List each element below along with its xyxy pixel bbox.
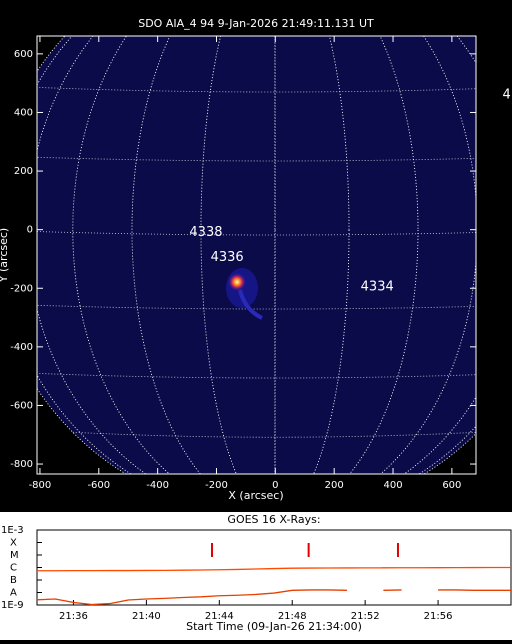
y-tick-label: -600: [10, 400, 33, 411]
y-axis-label: Y (arcsec): [0, 228, 10, 283]
y-tick-label: 400: [14, 107, 33, 118]
x-tick-label: 600: [442, 480, 461, 491]
x-tick-label: 200: [325, 480, 344, 491]
y-tick-label: 200: [14, 166, 33, 177]
y-tick-label: X: [10, 538, 17, 549]
y-tick-label: A: [10, 588, 17, 599]
y-tick-label: C: [10, 563, 17, 574]
y-tick-label: 1E-3: [1, 525, 24, 536]
y-tick-label: M: [10, 550, 19, 561]
x-tick-label: 21:40: [132, 611, 161, 622]
x-tick-label: 21:36: [59, 611, 88, 622]
y-tick-label: -200: [10, 283, 33, 294]
region-label: 4336: [211, 250, 244, 265]
region-label: 4338: [189, 225, 222, 240]
x-tick-label: 21:52: [351, 611, 380, 622]
x-tick-label: -400: [146, 480, 169, 491]
x-tick-label: 0: [272, 480, 278, 491]
y-tick-label: 0: [27, 225, 33, 236]
y-tick-label: 1E-9: [1, 600, 24, 611]
y-tick-label: 600: [14, 49, 33, 60]
region-label: 4334: [361, 279, 394, 294]
region-label: 4: [502, 87, 510, 102]
flare-kernel: [228, 273, 246, 291]
x-tick-label: -200: [205, 480, 228, 491]
x-tick-label: 21:56: [424, 611, 453, 622]
chart-title: SDO AIA_4 94 9-Jan-2026 21:49:11.131 UT: [138, 17, 374, 30]
x-tick-label: 21:44: [205, 611, 234, 622]
x-tick-label: -600: [87, 480, 110, 491]
y-tick-label: -400: [10, 342, 33, 353]
y-tick-label: B: [10, 575, 17, 586]
chart-title: GOES 16 X-Rays:: [227, 513, 320, 526]
x-tick-label: 21:48: [278, 611, 307, 622]
y-tick-label: -800: [10, 459, 33, 470]
x-tick-label: 400: [383, 480, 402, 491]
x-tick-label: -800: [29, 480, 52, 491]
